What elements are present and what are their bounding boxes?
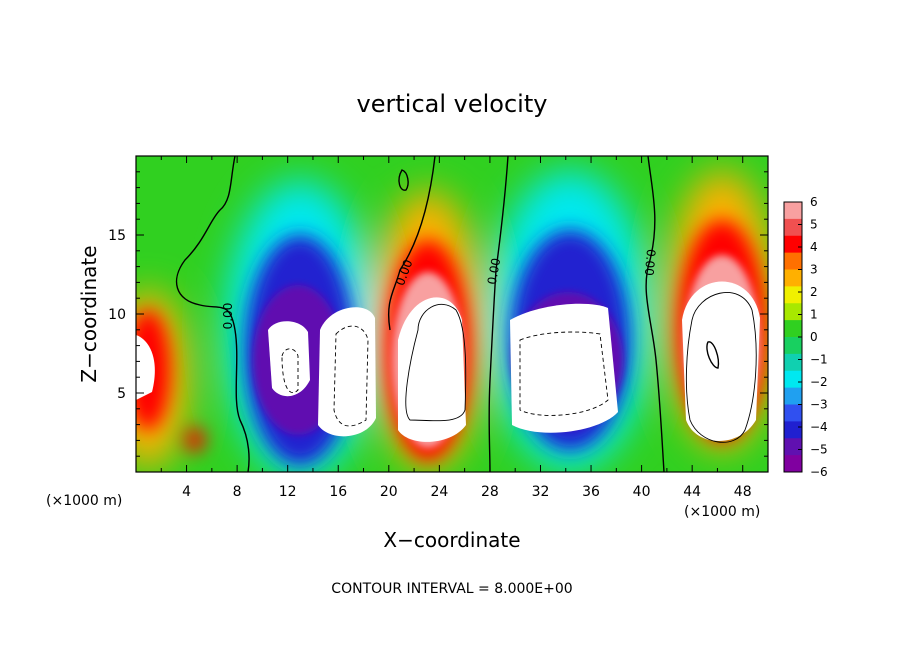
x-tick-label: 28 [481,484,499,500]
colorbar: 6 5 4 3 2 1 0 −1 −2 −3 −4 −5 −6 [783,195,828,479]
x-axis-label: X−coordinate [383,528,520,552]
x-tick-label: 48 [734,484,752,500]
colorbar-label: −2 [810,375,828,389]
x-tick-label: 4 [182,484,191,500]
x-tick-label: 20 [380,484,398,500]
colorbar-label: 6 [810,195,818,209]
contour-label: 0.00 [485,257,503,286]
colorbar-swatch [784,252,802,270]
colorbar-label: −5 [810,443,828,457]
colorbar-label: 3 [810,263,818,277]
x-axis: 4 8 12 16 20 24 28 32 36 40 44 48 [160,156,752,500]
colorbar-swatch [784,370,802,389]
y-axis: 5 10 15 [108,171,768,457]
colorbar-swatch [784,353,802,372]
colorbar-swatch [784,337,802,355]
x-unit-right: (×1000 m) [684,504,760,520]
colorbar-label: −1 [810,353,828,367]
colorbar-label: 2 [810,285,818,299]
x-tick-label: 32 [532,484,550,500]
contour-interval-note: CONTOUR INTERVAL = 8.000E+00 [331,581,572,597]
x-unit-left: (×1000 m) [46,493,122,509]
colorbar-swatch [784,421,802,439]
x-tick-label: 8 [233,484,242,500]
colorbar-label: 0 [810,330,818,344]
colorbar-swatch [784,269,802,287]
x-tick-label: 24 [430,484,448,500]
x-tick-label: 44 [683,484,701,500]
y-axis-label: Z−coordinate [77,245,101,382]
x-tick-label: 16 [329,484,347,500]
colorbar-swatch [784,235,802,254]
colorbar-label: 5 [810,218,818,232]
colorbar-swatch [784,404,802,422]
colorbar-swatch [784,202,802,220]
contour-label: 0.00 [221,303,235,330]
y-tick-label: 10 [108,307,126,323]
x-tick-label: 12 [279,484,297,500]
colorbar-swatch [784,455,802,473]
colorbar-swatch [784,303,802,321]
colorbar-label: 4 [810,240,818,254]
chart-title: vertical velocity [357,90,548,118]
colorbar-swatch [784,320,802,338]
y-tick-label: 15 [108,228,126,244]
colorbar-label: −3 [810,398,828,412]
colorbar-label: −6 [810,465,828,479]
x-tick-label: 40 [633,484,651,500]
colorbar-swatch [784,218,802,237]
colorbar-label: 1 [810,308,818,322]
colorbar-swatch [784,387,802,405]
y-tick-label: 5 [117,386,126,402]
colorbar-swatch [784,438,802,456]
heatmap-field [136,156,768,472]
colorbar-swatch [784,286,802,304]
x-tick-label: 36 [582,484,600,500]
colorbar-label: −4 [810,420,828,434]
contour-label: 0.00 [642,248,658,276]
